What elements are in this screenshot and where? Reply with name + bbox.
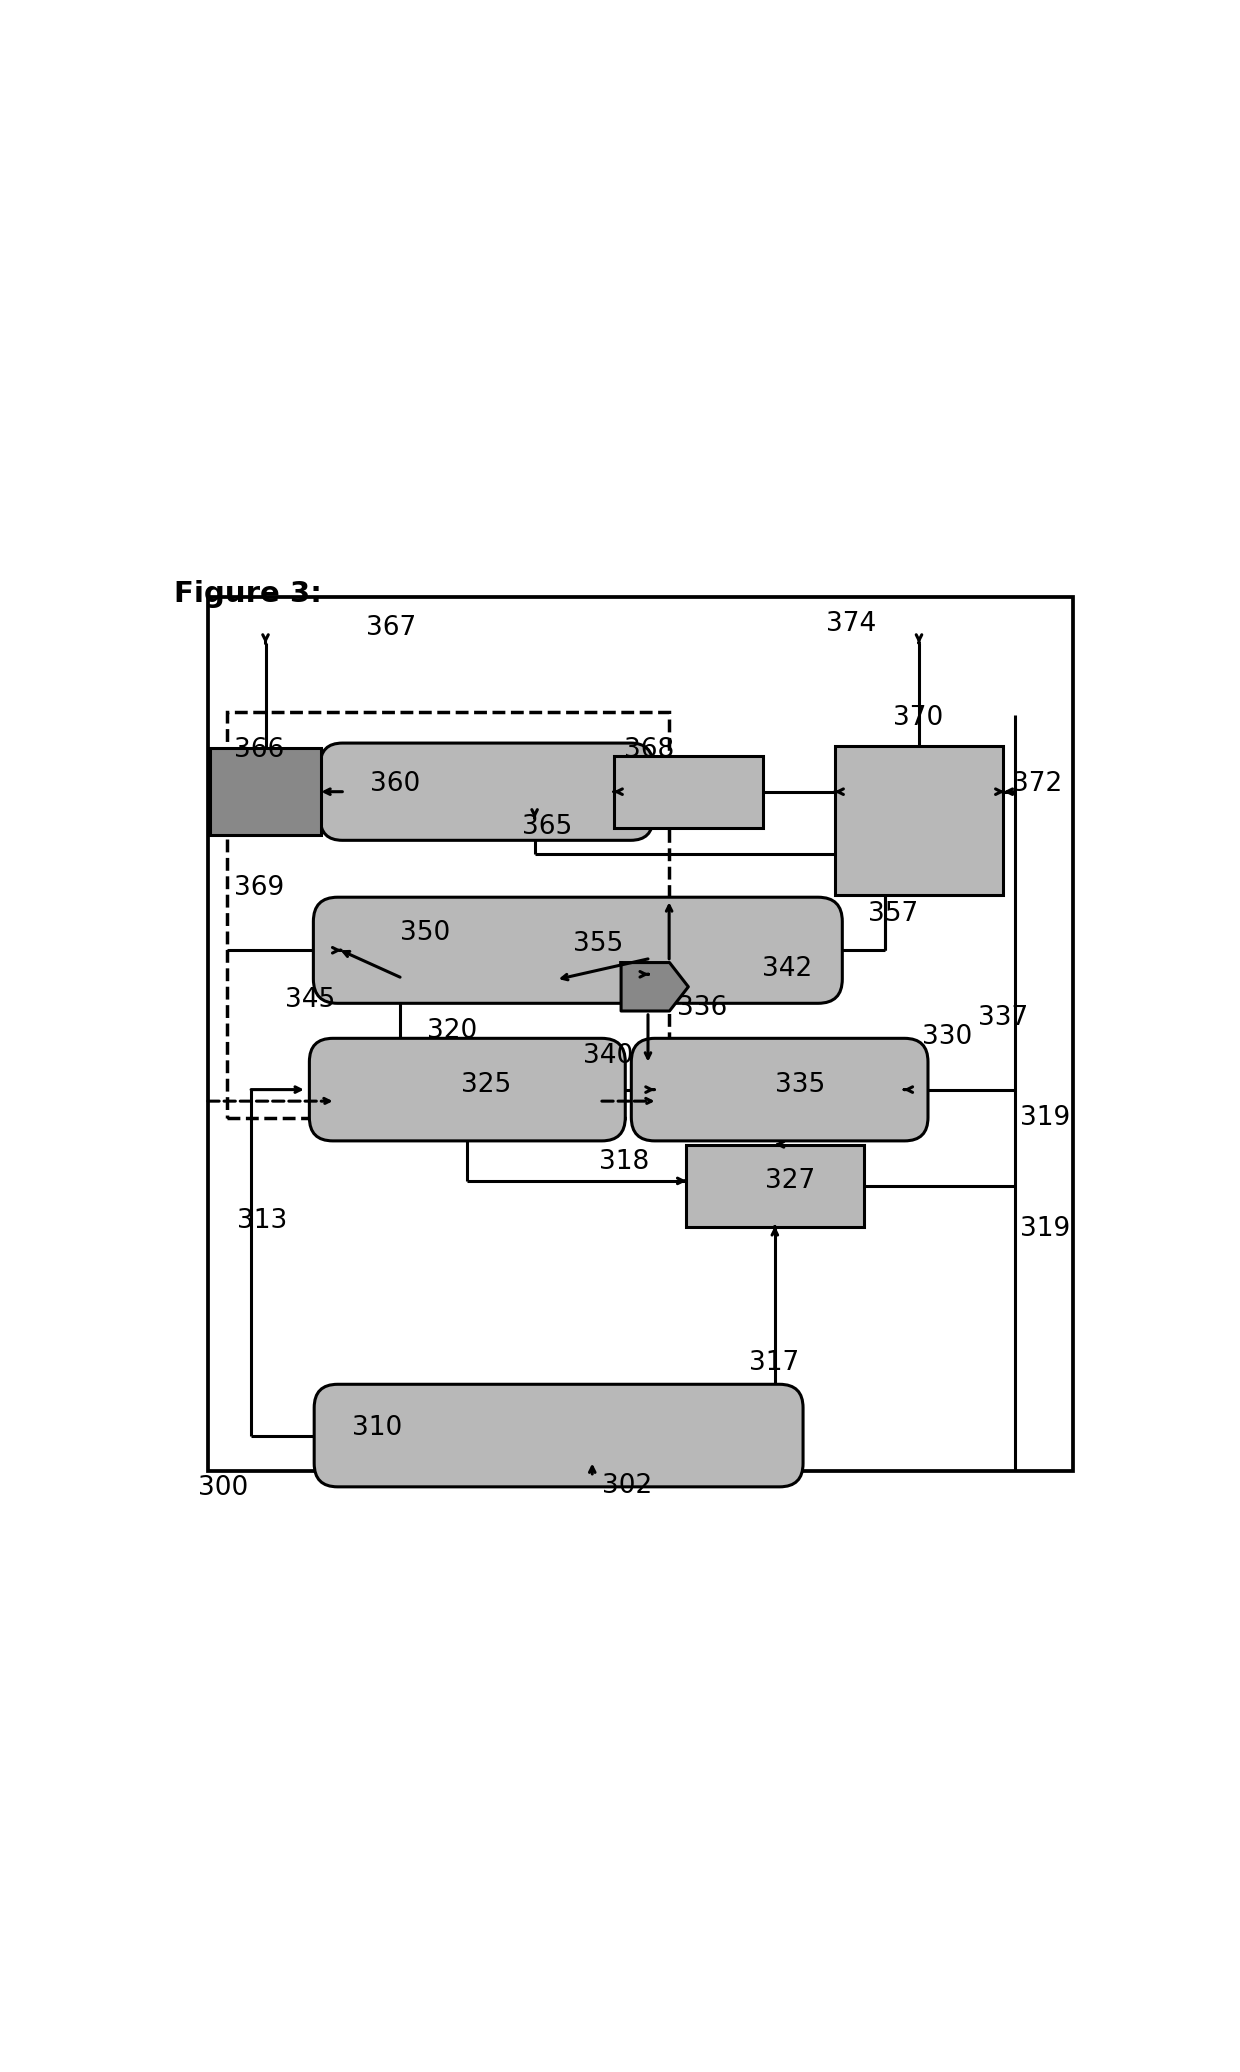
Text: 319: 319 [1019,1216,1070,1241]
Text: 313: 313 [237,1208,286,1235]
Text: 360: 360 [371,771,420,798]
Text: 370: 370 [893,704,944,731]
Bar [211,748,321,835]
Text: 368: 368 [624,738,675,762]
FancyBboxPatch shape [314,897,842,1003]
Text: 342: 342 [763,957,812,982]
Text: 300: 300 [198,1475,248,1502]
Text: 302: 302 [601,1473,652,1500]
Text: 372: 372 [1012,771,1063,798]
Text: 337: 337 [977,1005,1028,1030]
Text: 335: 335 [775,1071,825,1098]
Polygon shape [621,963,688,1011]
Text: 366: 366 [234,738,284,762]
Bar [208,597,1073,1471]
FancyBboxPatch shape [309,1038,625,1142]
Text: 350: 350 [401,920,450,947]
Text: 365: 365 [522,814,573,841]
Text: Figure 3:: Figure 3: [174,580,322,609]
Text: 355: 355 [573,930,624,957]
Text: 357: 357 [868,901,919,926]
FancyBboxPatch shape [631,1038,928,1142]
Text: 345: 345 [285,986,335,1013]
Text: 317: 317 [749,1351,799,1376]
Text: 369: 369 [234,874,284,901]
FancyBboxPatch shape [314,1384,804,1488]
Text: 336: 336 [677,995,727,1021]
Text: 330: 330 [921,1024,972,1051]
Text: 325: 325 [460,1071,511,1098]
Text: 367: 367 [367,615,417,642]
Bar [686,1146,864,1227]
FancyBboxPatch shape [320,744,653,841]
Text: 374: 374 [826,611,875,636]
Text: 327: 327 [765,1169,816,1193]
Text: 310: 310 [352,1415,402,1440]
Bar [835,746,1003,895]
Text: 318: 318 [599,1148,650,1175]
Text: 319: 319 [1019,1106,1070,1131]
Bar [227,713,670,1119]
Text: 340: 340 [583,1042,632,1069]
Text: 320: 320 [427,1017,477,1044]
Bar [614,756,763,827]
